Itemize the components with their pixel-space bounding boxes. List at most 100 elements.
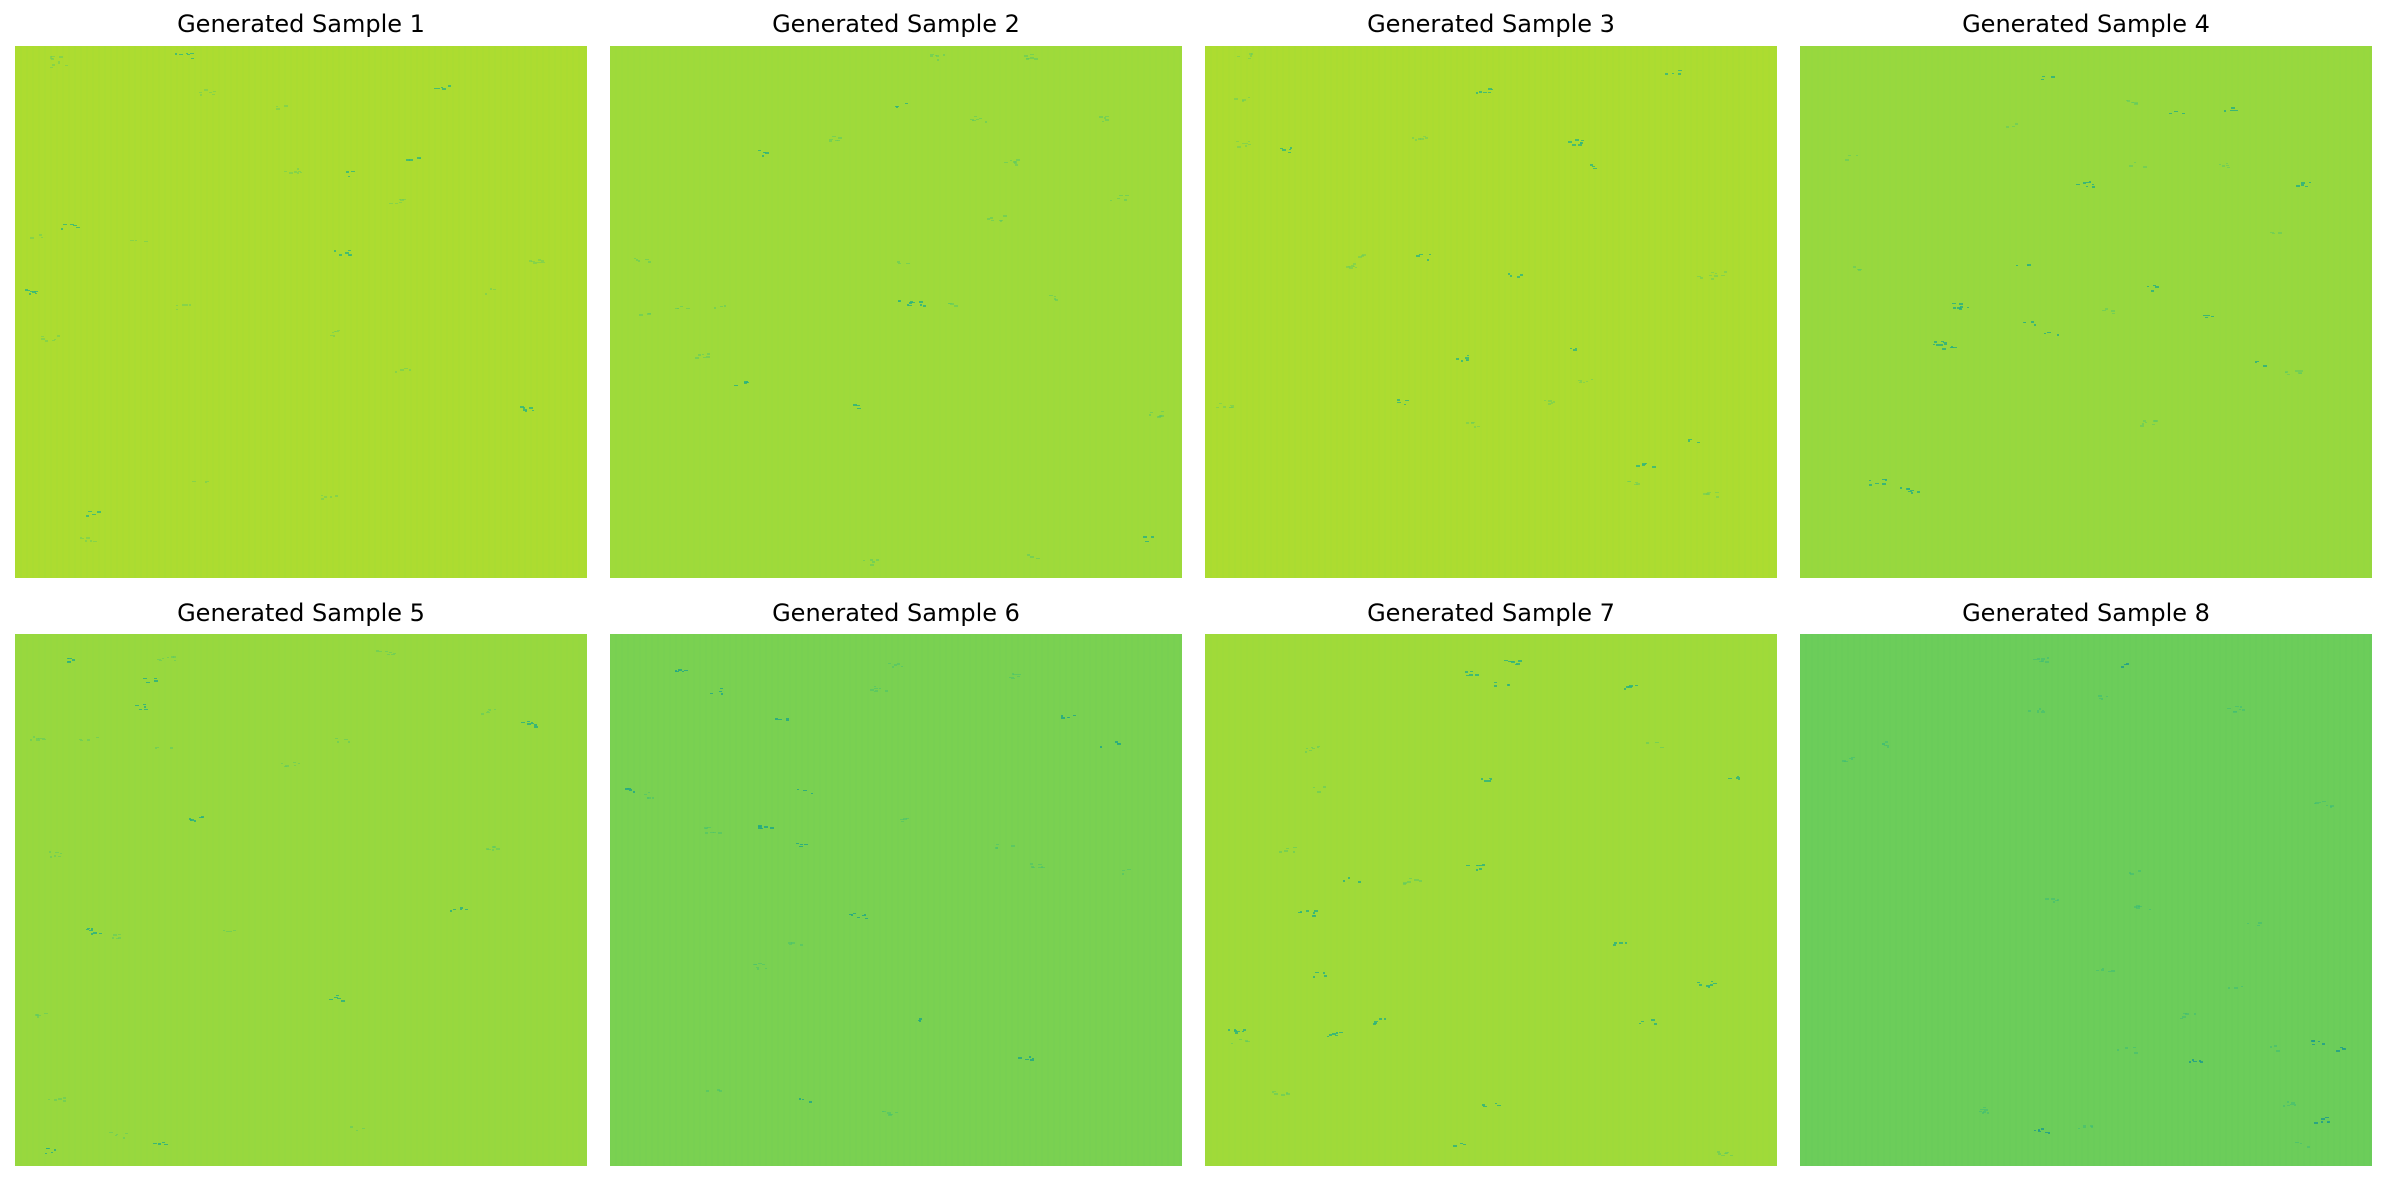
heatmap-speckle (213, 91, 216, 92)
heatmap-speckle (434, 88, 438, 89)
heatmap-speckle (1332, 1033, 1336, 1035)
heatmap-speckle (778, 719, 782, 720)
heatmap-speckle (70, 224, 74, 225)
heatmap-speckle (2136, 907, 2140, 909)
heatmap-speckle (54, 1099, 57, 1101)
heatmap-speckle (2193, 1061, 2197, 1062)
heatmap-speckle (874, 686, 876, 687)
heatmap-speckle (158, 1143, 161, 1145)
heatmap-speckle (2301, 182, 2305, 184)
heatmap-speckle (1461, 360, 1463, 362)
heatmap-speckle (2241, 986, 2243, 987)
heatmap-speckle (2258, 922, 2262, 924)
heatmap-speckle (489, 710, 491, 711)
heatmap-speckle (1479, 865, 1482, 866)
heatmap-speckle (1884, 745, 1887, 746)
heatmap-speckle (199, 92, 202, 93)
heatmap-speckle (2219, 164, 2221, 165)
heatmap-speckle (2185, 1013, 2189, 1015)
heatmap-speckle (192, 481, 196, 482)
heatmap-speckle (2319, 802, 2321, 803)
heatmap-speckle (1274, 1091, 1276, 1092)
heatmap-speckle (330, 496, 332, 498)
heatmap-speckle (1351, 265, 1354, 267)
heatmap-speckle (764, 826, 768, 828)
heatmap-speckle (1718, 1153, 1721, 1155)
heatmap-speckle (54, 339, 56, 340)
heatmap-speckle (1374, 1021, 1378, 1022)
heatmap-speckle (1466, 675, 1469, 676)
heatmap-speckle (534, 726, 538, 728)
heatmap-speckle (293, 762, 296, 763)
heatmap-speckle (1286, 1093, 1290, 1095)
heatmap-speckle (863, 560, 865, 561)
heatmap-speckle (59, 56, 63, 58)
heatmap-speckle (1239, 1039, 1242, 1040)
heatmap-speckle (2038, 1131, 2041, 1132)
heatmap-speckle (1122, 873, 1124, 875)
heatmap-speckle (2301, 184, 2304, 186)
heatmap-speckle (1516, 663, 1520, 665)
heatmap-speckle (1423, 136, 1426, 137)
heatmap-speckle (1477, 865, 1480, 866)
sample-heatmap (1800, 634, 2372, 1166)
heatmap-speckle (2322, 801, 2326, 802)
heatmap-speckle (87, 739, 90, 741)
heatmap-speckle (849, 914, 852, 915)
heatmap-speckle (2127, 100, 2130, 102)
heatmap-speckle (2142, 423, 2144, 425)
heatmap-speckle (2041, 79, 2044, 80)
heatmap-speckle (1466, 865, 1470, 866)
heatmap-speckle (832, 136, 836, 137)
heatmap-speckle (996, 844, 999, 845)
heatmap-speckle (1713, 983, 1717, 984)
heatmap-speckle (2342, 1048, 2345, 1049)
heatmap-speckle (492, 849, 494, 851)
heatmap-speckle (2143, 420, 2146, 422)
heatmap-speckle (333, 335, 335, 337)
heatmap-speckle (91, 933, 93, 935)
heatmap-speckle (2283, 1105, 2285, 1106)
heatmap-speckle (1730, 1155, 1733, 1156)
heatmap-speckle (1476, 92, 1478, 94)
heatmap-speckle (1721, 275, 1725, 276)
heatmap-speckle (1358, 881, 1361, 883)
heatmap-speckle (125, 1133, 128, 1134)
heatmap-speckle (184, 304, 186, 306)
heatmap-speckle (379, 651, 382, 652)
heatmap-speckle (638, 260, 640, 262)
heatmap-speckle (1013, 674, 1017, 675)
heatmap-speckle (1507, 684, 1509, 686)
heatmap-speckle (1117, 743, 1120, 744)
heatmap-speckle (1593, 168, 1597, 169)
heatmap-speckle (1289, 149, 1291, 150)
heatmap-speckle (2130, 873, 2134, 875)
heatmap-speckle (1708, 986, 1710, 988)
heatmap-speckle (284, 171, 287, 172)
sample-image (1800, 634, 2372, 1166)
heatmap-speckle (2121, 666, 2124, 668)
heatmap-speckle (2325, 1117, 2329, 1118)
heatmap-speckle (1463, 1144, 1466, 1145)
heatmap-speckle (113, 934, 117, 936)
heatmap-speckle (1231, 1043, 1233, 1044)
heatmap-speckle (1469, 674, 1473, 676)
heatmap-speckle (67, 661, 71, 663)
heatmap-speckle (648, 792, 650, 793)
heatmap-speckle (58, 856, 61, 857)
heatmap-speckle (2276, 1050, 2280, 1052)
heatmap-background (610, 634, 1182, 1166)
heatmap-speckle (212, 94, 215, 95)
heatmap-speckle (2096, 970, 2099, 971)
heatmap-speckle (2231, 107, 2235, 109)
heatmap-speckle (1936, 344, 1939, 346)
heatmap-speckle (1038, 867, 1041, 868)
heatmap-speckle (1482, 864, 1485, 866)
heatmap-speckle (527, 723, 531, 725)
heatmap-speckle (1983, 1111, 1986, 1113)
heatmap-speckle (1329, 1034, 1332, 1036)
heatmap-speckle (1030, 556, 1034, 558)
heatmap-speckle (1250, 55, 1252, 57)
heatmap-speckle (450, 910, 452, 912)
heatmap-speckle (2101, 969, 2104, 971)
